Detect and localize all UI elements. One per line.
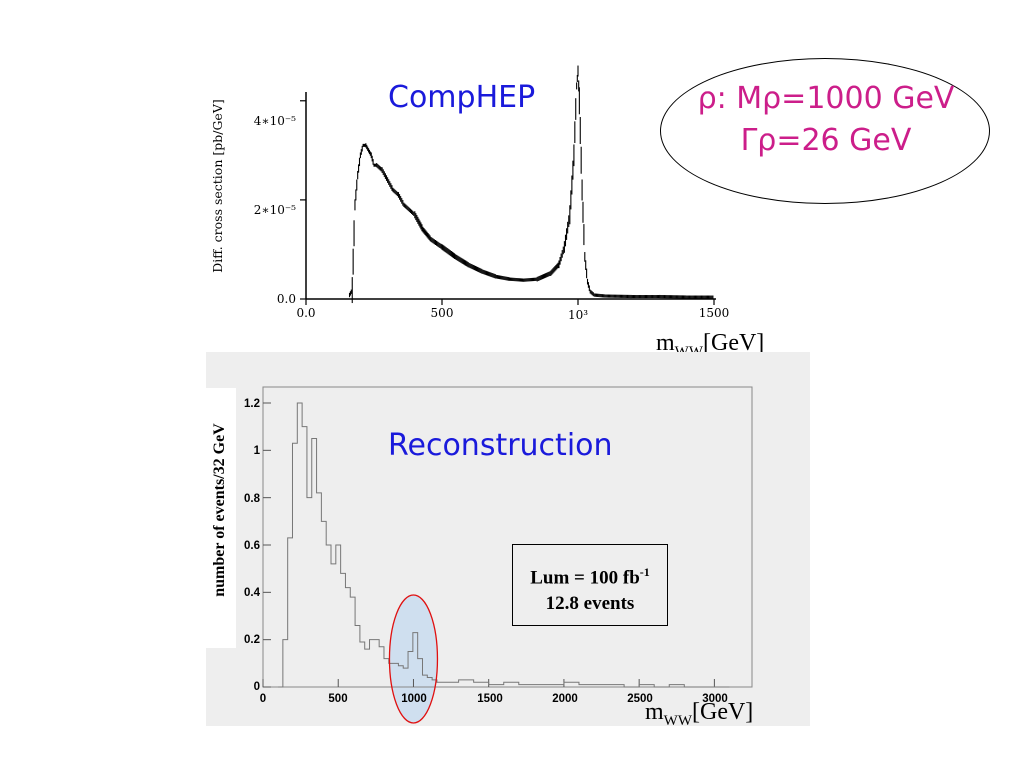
comphep-ylabel: Diff. cross section [pb/GeV] xyxy=(210,99,225,272)
reconstruction-xlabel: mWW[GeV] xyxy=(645,699,753,730)
luminosity-exponent: -1 xyxy=(639,565,650,579)
ylabel-backdrop xyxy=(206,388,236,648)
reco-xtick-6: 3000 xyxy=(702,693,728,705)
peak-highlight-ring xyxy=(388,594,439,724)
reco-ytick-4: 0.8 xyxy=(244,493,261,505)
comphep-marks xyxy=(348,65,714,304)
resonance-annotation: ρ: Mρ=1000 GeV Γρ=26 GeV xyxy=(660,58,990,204)
peak-highlight xyxy=(389,595,438,723)
luminosity-box: Lum = 100 fb-1 12.8 events xyxy=(512,544,668,626)
reco-xtick-1: 500 xyxy=(328,693,347,705)
reconstruction-ylabel: number of events/32 GeV xyxy=(211,423,228,597)
luminosity-text: Lum = 100 fb xyxy=(530,567,640,589)
reconstruction-title: Reconstruction xyxy=(388,428,613,463)
reco-xlabel-unit: [GeV] xyxy=(692,699,754,725)
comphep-chart: Diff. cross section [pb/GeV] 0.0 2∗10⁻⁵ … xyxy=(210,65,730,322)
comphep-xlabel-m: m xyxy=(656,330,675,356)
comphep-axes xyxy=(300,92,716,305)
comphep-title: CompHEP xyxy=(388,80,536,115)
reco-xlabel-sub: WW xyxy=(663,712,692,729)
reco-ytick-0: 0 xyxy=(254,681,260,693)
reco-ytick-5: 1 xyxy=(254,445,261,457)
reconstruction-histogram xyxy=(278,402,730,688)
comphep-xtick-1: 500 xyxy=(431,306,454,320)
reco-ytick-2: 0.4 xyxy=(244,587,261,599)
peak-highlight-fill xyxy=(389,595,438,723)
comphep-xtick-0: 0.0 xyxy=(296,306,315,320)
comphep-xtick-2: 10³ xyxy=(568,308,588,322)
events-count: 12.8 events xyxy=(545,593,635,615)
comphep-xlabel-unit: [GeV] xyxy=(703,330,765,356)
annotation-line-width: Γρ=26 GeV xyxy=(740,123,912,158)
reconstruction-chart: number of events/32 GeV 0 0.2 0.4 0.6 0.… xyxy=(206,386,753,724)
reconstruction-marks xyxy=(278,402,730,724)
annotation-line-mass: ρ: Mρ=1000 GeV xyxy=(697,81,955,116)
reco-xtick-2: 1000 xyxy=(401,693,427,705)
reco-ytick-3: 0.6 xyxy=(244,540,260,552)
comphep-xtick-3: 1500 xyxy=(699,306,730,320)
reco-xtick-5: 2500 xyxy=(627,693,653,705)
reco-xtick-0: 0 xyxy=(260,693,266,705)
comphep-ytick-1: 2∗10⁻⁵ xyxy=(254,203,296,217)
comphep-ytick-2: 4∗10⁻⁵ xyxy=(254,114,296,128)
reco-ytick-1: 0.2 xyxy=(244,634,260,646)
reco-xlabel-m: m xyxy=(645,699,664,725)
reco-ytick-6: 1.2 xyxy=(244,398,260,410)
luminosity-line: Lum = 100 fb-1 xyxy=(513,559,667,591)
reco-xtick-3: 1500 xyxy=(477,693,503,705)
reconstruction-panel: number of events/32 GeV 0 0.2 0.4 0.6 0.… xyxy=(206,352,810,726)
comphep-ytick-0: 0.0 xyxy=(277,292,296,306)
comphep-xlabel: mWW[GeV] xyxy=(656,330,764,361)
reconstruction-frame xyxy=(262,386,753,688)
reco-xtick-4: 2000 xyxy=(552,693,578,705)
